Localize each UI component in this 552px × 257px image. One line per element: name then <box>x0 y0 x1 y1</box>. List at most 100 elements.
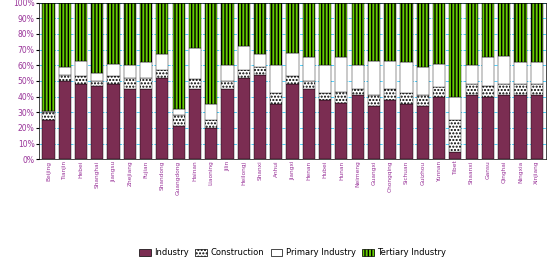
Bar <box>384 89 396 100</box>
Bar <box>530 3 543 62</box>
Bar <box>140 62 152 78</box>
Bar <box>205 105 217 120</box>
Bar <box>498 3 510 56</box>
Bar <box>465 65 477 84</box>
Bar <box>91 3 103 73</box>
Bar <box>352 89 364 95</box>
Bar <box>449 97 461 120</box>
Bar <box>237 78 250 159</box>
Bar <box>59 3 71 67</box>
Bar <box>514 62 527 84</box>
Bar <box>124 89 136 159</box>
Bar <box>237 70 250 78</box>
Legend: Industry, Construction, Primary Industry, Tertiary Industry: Industry, Construction, Primary Industry… <box>136 245 449 257</box>
Bar <box>108 3 120 64</box>
Bar <box>384 3 396 61</box>
Bar <box>465 95 477 159</box>
Bar <box>400 3 412 62</box>
Bar <box>286 53 299 76</box>
Bar <box>449 152 461 159</box>
Bar <box>417 3 429 67</box>
Bar <box>433 3 445 64</box>
Bar <box>384 61 396 89</box>
Bar <box>189 89 201 159</box>
Bar <box>75 76 87 84</box>
Bar <box>286 84 299 159</box>
Bar <box>189 79 201 89</box>
Bar <box>75 61 87 76</box>
Bar <box>319 100 331 159</box>
Bar <box>302 3 315 58</box>
Bar <box>368 95 380 106</box>
Bar <box>43 3 55 111</box>
Bar <box>270 94 283 105</box>
Bar <box>156 3 168 54</box>
Bar <box>140 89 152 159</box>
Bar <box>59 67 71 75</box>
Bar <box>514 3 527 62</box>
Bar <box>91 81 103 86</box>
Bar <box>498 56 510 84</box>
Bar <box>221 89 233 159</box>
Bar <box>173 109 185 115</box>
Bar <box>433 97 445 159</box>
Bar <box>417 106 429 159</box>
Bar <box>286 76 299 84</box>
Bar <box>237 3 250 47</box>
Bar <box>514 84 527 95</box>
Bar <box>75 3 87 61</box>
Bar <box>221 65 233 81</box>
Bar <box>205 120 217 128</box>
Bar <box>368 61 380 95</box>
Bar <box>43 111 55 112</box>
Bar <box>530 62 543 84</box>
Bar <box>173 126 185 159</box>
Bar <box>368 106 380 159</box>
Bar <box>319 94 331 100</box>
Bar <box>417 67 429 95</box>
Bar <box>368 3 380 61</box>
Bar <box>189 48 201 79</box>
Bar <box>156 78 168 159</box>
Bar <box>352 95 364 159</box>
Bar <box>514 95 527 159</box>
Bar <box>482 3 494 58</box>
Bar <box>221 3 233 65</box>
Bar <box>482 86 494 97</box>
Bar <box>319 3 331 65</box>
Bar <box>530 95 543 159</box>
Bar <box>205 128 217 159</box>
Bar <box>498 95 510 159</box>
Bar <box>91 86 103 159</box>
Bar <box>108 76 120 84</box>
Bar <box>498 84 510 95</box>
Bar <box>433 87 445 97</box>
Bar <box>140 78 152 89</box>
Bar <box>400 105 412 159</box>
Bar <box>189 3 201 48</box>
Bar <box>108 64 120 76</box>
Bar <box>156 70 168 78</box>
Bar <box>270 65 283 94</box>
Bar <box>124 65 136 78</box>
Bar <box>43 112 55 120</box>
Bar <box>140 3 152 62</box>
Bar <box>433 64 445 87</box>
Bar <box>270 105 283 159</box>
Bar <box>254 3 266 54</box>
Bar <box>482 97 494 159</box>
Bar <box>124 3 136 65</box>
Bar <box>43 120 55 159</box>
Bar <box>335 103 348 159</box>
Bar <box>59 75 71 81</box>
Bar <box>335 3 348 58</box>
Bar <box>302 89 315 159</box>
Bar <box>270 3 283 65</box>
Bar <box>302 81 315 89</box>
Bar <box>335 92 348 103</box>
Bar <box>352 65 364 89</box>
Bar <box>400 94 412 105</box>
Bar <box>124 78 136 89</box>
Bar <box>254 54 266 67</box>
Bar <box>530 84 543 95</box>
